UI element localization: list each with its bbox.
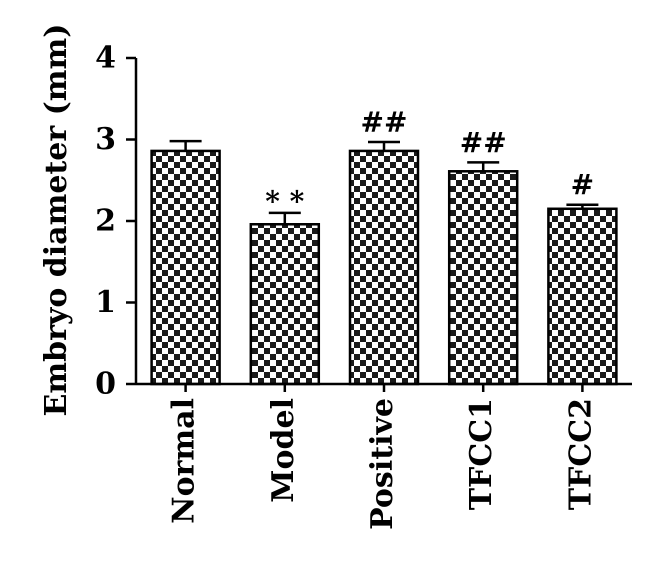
annotation-TFCC1: ## — [460, 126, 507, 159]
bar-TFCC2 — [547, 207, 618, 386]
annotation-TFCC2: # — [571, 169, 594, 202]
x-tick-label-TFCC1: TFCC1 — [464, 398, 499, 510]
x-tick-label-Normal: Normal — [167, 398, 202, 524]
x-tick-label-Model: Model — [266, 398, 301, 503]
y-tick-label-2: 2 — [95, 204, 116, 239]
y-tick-label-4: 4 — [95, 41, 116, 76]
y-axis-label: Embryo diameter (mm) — [39, 24, 74, 417]
y-tick-label-3: 3 — [95, 122, 116, 157]
bar-Model — [249, 223, 321, 386]
axes: Normal Model Positive TFCC1 TFCC2 0 1 2 3 4 — [95, 41, 632, 530]
x-tick-label-Positive: Positive — [365, 398, 400, 530]
bar-Positive — [348, 149, 420, 386]
bar-Normal — [150, 149, 221, 386]
bar-TFCC1 — [447, 170, 519, 386]
bars: * *##### — [150, 106, 618, 386]
annotation-Model: * * — [265, 185, 304, 218]
x-tick-label-TFCC2: TFCC2 — [563, 398, 598, 510]
annotation-Positive: ## — [361, 106, 408, 139]
y-tick-label-1: 1 — [95, 285, 116, 320]
y-tick-label-0: 0 — [95, 367, 116, 402]
